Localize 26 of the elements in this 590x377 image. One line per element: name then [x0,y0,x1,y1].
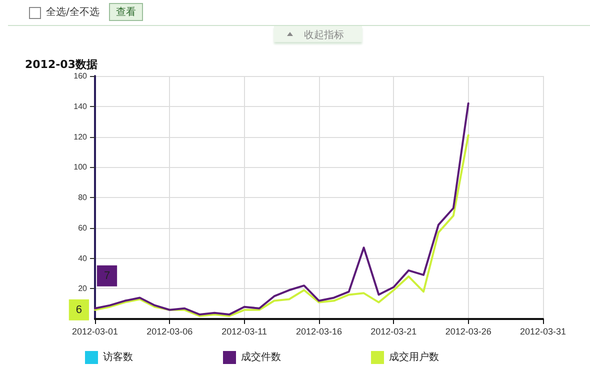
legend-label: 成交用户数 [389,351,439,363]
x-tick-label: 2012-03-31 [520,326,566,336]
y-tick-label: 100 [74,162,88,172]
data-label: 6 [76,304,82,316]
x-tick-label: 2012-03-01 [72,326,118,336]
x-tick-label: 2012-03-16 [296,326,342,336]
y-tick-label: 160 [74,72,88,80]
y-tick-label: 60 [78,223,88,232]
text: 全选/全不选 [46,6,100,19]
line-series [94,102,470,316]
y-tick-label: 40 [78,254,88,263]
x-tick-label: 2012-03-11 [222,326,268,336]
data-label: 7 [104,270,110,282]
text: 收起指标 [304,28,344,42]
y-tick-label: 80 [78,193,88,202]
legend-label: 访客数 [103,351,133,363]
x-tick-label: 2012-03-06 [146,326,193,336]
text: 查看 [109,3,143,21]
legend-label: 成交件数 [241,351,281,363]
x-tick-label: 2012-03-26 [445,326,492,336]
y-tick-label: 120 [74,132,88,142]
x-tick-label: 2012-03-21 [370,326,417,336]
line-series [94,134,470,317]
chart-title: 2012-03数据 [25,58,98,71]
y-tick-label: 20 [78,284,88,294]
y-tick-label: 140 [74,102,88,111]
